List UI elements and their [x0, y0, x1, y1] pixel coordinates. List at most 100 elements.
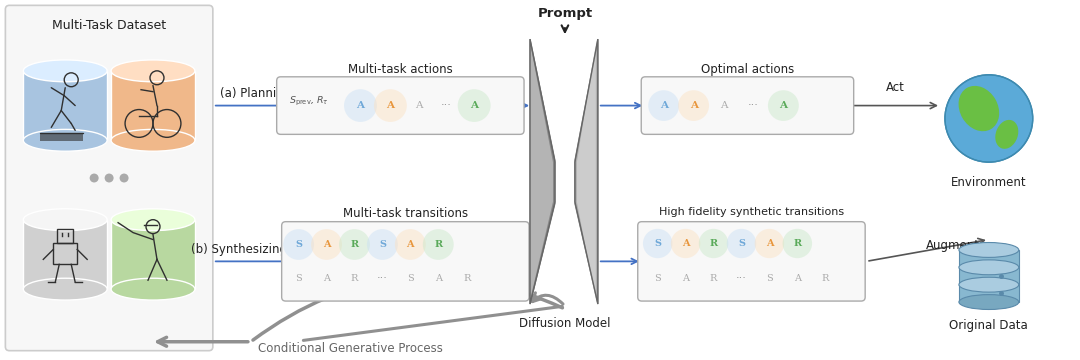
Circle shape [458, 89, 490, 122]
Ellipse shape [24, 129, 107, 151]
Circle shape [755, 229, 784, 258]
Ellipse shape [959, 243, 1018, 257]
Text: ···: ··· [377, 273, 388, 283]
Text: Augment: Augment [926, 239, 980, 252]
Text: Original Data: Original Data [949, 319, 1028, 332]
FancyArrowPatch shape [158, 337, 248, 346]
Text: A: A [356, 101, 364, 110]
Text: S: S [738, 239, 745, 248]
Text: Environment: Environment [951, 176, 1027, 189]
Text: R: R [350, 240, 359, 249]
Text: ···: ··· [441, 100, 451, 111]
Text: R: R [710, 274, 717, 283]
Text: A: A [681, 239, 689, 248]
Text: S: S [407, 274, 414, 283]
Text: S: S [654, 274, 661, 283]
Text: R: R [463, 274, 471, 283]
Circle shape [727, 229, 756, 258]
Text: A: A [323, 240, 330, 249]
Circle shape [678, 90, 710, 121]
Text: A: A [660, 101, 667, 110]
Circle shape [105, 174, 113, 183]
Text: S: S [379, 240, 386, 249]
Ellipse shape [111, 278, 194, 300]
Text: A: A [690, 101, 698, 110]
Circle shape [345, 89, 377, 122]
FancyBboxPatch shape [282, 222, 529, 301]
Circle shape [120, 174, 129, 183]
Polygon shape [530, 39, 555, 304]
Text: $S_{\rm prev}$, $R_{\tau}$: $S_{\rm prev}$, $R_{\tau}$ [288, 95, 328, 108]
FancyBboxPatch shape [642, 77, 853, 134]
Bar [111, 71, 194, 140]
Ellipse shape [959, 86, 999, 131]
Bar [57, 229, 73, 243]
FancyBboxPatch shape [276, 77, 524, 134]
Ellipse shape [959, 260, 1018, 275]
Text: Optimal actions: Optimal actions [701, 63, 794, 76]
Text: A: A [415, 101, 422, 110]
Text: S: S [654, 239, 661, 248]
Text: Prompt: Prompt [538, 7, 593, 20]
Circle shape [283, 229, 314, 260]
FancyBboxPatch shape [638, 222, 865, 301]
Text: A: A [323, 274, 330, 283]
Bar [111, 220, 194, 289]
Text: R: R [351, 274, 359, 283]
Text: Multi-Task Dataset: Multi-Task Dataset [52, 19, 166, 32]
Text: Multi-task transitions: Multi-task transitions [342, 207, 468, 220]
Ellipse shape [959, 294, 1018, 310]
Text: ···: ··· [737, 273, 747, 283]
Text: S: S [295, 274, 302, 283]
Bar [959, 285, 1018, 302]
Text: A: A [470, 101, 478, 110]
Polygon shape [575, 39, 598, 304]
Circle shape [367, 229, 397, 260]
FancyBboxPatch shape [5, 5, 213, 351]
Ellipse shape [111, 60, 194, 82]
Circle shape [945, 75, 1032, 162]
Bar [53, 243, 77, 264]
Text: S: S [766, 274, 773, 283]
Ellipse shape [111, 129, 194, 151]
Circle shape [311, 229, 342, 260]
Text: Conditional Generative Process: Conditional Generative Process [258, 342, 443, 355]
Ellipse shape [24, 60, 107, 82]
Text: R: R [822, 274, 829, 283]
Bar [24, 220, 107, 289]
Text: Multi-task actions: Multi-task actions [348, 63, 453, 76]
Text: A: A [406, 240, 414, 249]
Circle shape [90, 174, 98, 183]
FancyArrowPatch shape [253, 277, 563, 340]
Text: A: A [794, 274, 801, 283]
Text: S: S [295, 240, 302, 249]
Text: A: A [435, 274, 442, 283]
Circle shape [648, 90, 679, 121]
Circle shape [671, 229, 701, 258]
Circle shape [422, 229, 454, 260]
Text: R: R [794, 239, 801, 248]
Bar [24, 71, 107, 140]
Ellipse shape [996, 120, 1018, 149]
Bar [959, 267, 1018, 285]
Text: R: R [434, 240, 443, 249]
Text: A: A [683, 274, 689, 283]
Bar [959, 250, 1018, 267]
Text: R: R [710, 239, 717, 248]
Text: A: A [387, 101, 394, 110]
Text: A: A [780, 101, 787, 110]
Circle shape [699, 229, 728, 258]
Circle shape [783, 229, 812, 258]
Text: (b) Synthesizing: (b) Synthesizing [191, 243, 287, 256]
Ellipse shape [24, 278, 107, 300]
Text: High fidelity synthetic transitions: High fidelity synthetic transitions [659, 207, 843, 217]
Polygon shape [577, 43, 596, 300]
Ellipse shape [24, 209, 107, 231]
Ellipse shape [111, 209, 194, 231]
FancyArrowPatch shape [532, 293, 563, 304]
Bar [40, 133, 83, 141]
Circle shape [768, 90, 799, 121]
Text: ···: ··· [748, 100, 759, 111]
Polygon shape [530, 43, 553, 300]
Circle shape [395, 229, 426, 260]
